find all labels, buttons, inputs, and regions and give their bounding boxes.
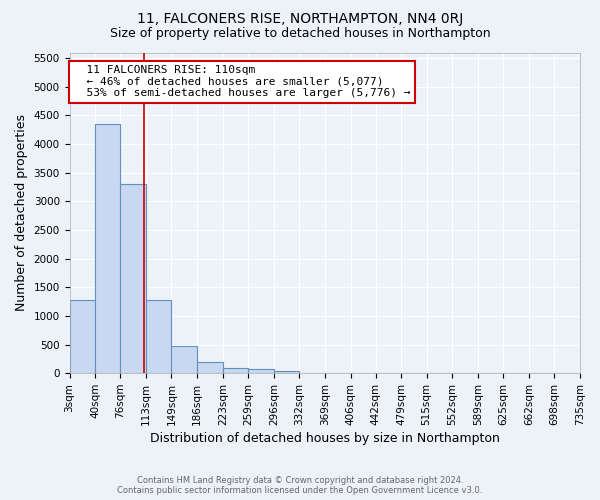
- Bar: [121, 184, 146, 373]
- Bar: [95, 124, 121, 373]
- Bar: [248, 369, 274, 373]
- Y-axis label: Number of detached properties: Number of detached properties: [15, 114, 28, 312]
- Text: 11 FALCONERS RISE: 110sqm
  ← 46% of detached houses are smaller (5,077)
  53% o: 11 FALCONERS RISE: 110sqm ← 46% of detac…: [73, 65, 410, 98]
- X-axis label: Distribution of detached houses by size in Northampton: Distribution of detached houses by size …: [150, 432, 500, 445]
- Text: Contains HM Land Registry data © Crown copyright and database right 2024.
Contai: Contains HM Land Registry data © Crown c…: [118, 476, 482, 495]
- Bar: [197, 362, 223, 373]
- Text: 11, FALCONERS RISE, NORTHAMPTON, NN4 0RJ: 11, FALCONERS RISE, NORTHAMPTON, NN4 0RJ: [137, 12, 463, 26]
- Bar: [223, 368, 248, 373]
- Bar: [274, 371, 299, 373]
- Bar: [70, 300, 95, 373]
- Bar: [172, 346, 197, 373]
- Bar: [146, 300, 172, 373]
- Text: Size of property relative to detached houses in Northampton: Size of property relative to detached ho…: [110, 28, 490, 40]
